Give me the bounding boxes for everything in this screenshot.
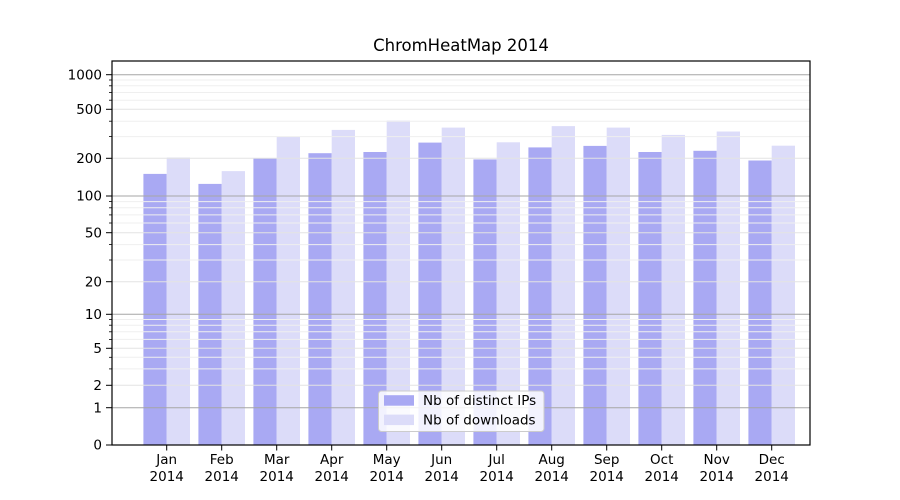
bar-ips-may xyxy=(363,152,387,445)
bar-ips-dec xyxy=(748,160,772,445)
x-tick-label-year-mar: 2014 xyxy=(260,469,294,485)
chart-title: ChromHeatMap 2014 xyxy=(373,36,549,55)
y-tick-label-200: 200 xyxy=(76,151,102,167)
legend-swatch-downloads xyxy=(384,414,414,426)
legend-label-ips: Nb of distinct IPs xyxy=(423,393,536,409)
x-tick-label-month-dec: Dec xyxy=(759,452,785,468)
y-tick-label-10: 10 xyxy=(85,307,102,323)
y-tick-label-0: 0 xyxy=(93,438,102,454)
y-tick-label-20: 20 xyxy=(85,274,102,290)
bar-downloads-jan xyxy=(166,157,190,445)
bar-downloads-dec xyxy=(771,145,795,445)
bar-ips-apr xyxy=(308,153,332,445)
x-tick-label-year-apr: 2014 xyxy=(315,469,349,485)
bar-ips-nov xyxy=(693,150,717,446)
bar-downloads-nov xyxy=(716,131,740,445)
bar-downloads-oct xyxy=(661,134,685,445)
y-tick-label-1000: 1000 xyxy=(68,67,102,83)
y-tick-label-100: 100 xyxy=(76,189,102,205)
legend-box xyxy=(378,390,545,432)
x-tick-label-month-sep: Sep xyxy=(594,452,619,468)
bar-ips-sep xyxy=(583,145,607,445)
x-tick-label-month-jun: Jun xyxy=(430,452,452,468)
x-tick-label-month-nov: Nov xyxy=(704,452,730,468)
x-tick-label-month-feb: Feb xyxy=(210,452,234,468)
y-tick-label-5: 5 xyxy=(93,341,102,357)
plot-frame xyxy=(111,60,811,446)
x-tick-label-year-oct: 2014 xyxy=(645,469,679,485)
bar-ips-mar xyxy=(253,158,277,446)
legend-swatch-ips xyxy=(384,395,414,406)
bar-downloads-sep xyxy=(606,127,630,445)
x-tick-label-month-aug: Aug xyxy=(539,452,565,468)
y-tick-label-2: 2 xyxy=(93,378,102,394)
x-tick-label-year-may: 2014 xyxy=(370,469,404,485)
bar-downloads-feb xyxy=(221,171,245,445)
x-tick-label-year-jan: 2014 xyxy=(150,469,184,485)
bar-downloads-apr xyxy=(331,129,355,445)
x-tick-label-month-jan: Jan xyxy=(155,452,177,468)
y-tick-label-50: 50 xyxy=(85,225,102,241)
x-tick-label-month-apr: Apr xyxy=(320,452,344,468)
x-tick-label-month-mar: Mar xyxy=(264,452,290,468)
x-tick-label-year-aug: 2014 xyxy=(535,469,569,485)
x-tick-label-year-nov: 2014 xyxy=(700,469,734,485)
bar-downloads-mar xyxy=(276,136,300,445)
bar-ips-jan xyxy=(143,173,167,445)
x-tick-label-month-may: May xyxy=(373,452,401,468)
legend: Nb of distinct IPs Nb of downloads xyxy=(378,390,545,432)
legend-label-downloads: Nb of downloads xyxy=(423,413,536,429)
x-tick-label-year-sep: 2014 xyxy=(590,469,624,485)
x-tick-label-year-jun: 2014 xyxy=(425,469,459,485)
x-tick-label-year-dec: 2014 xyxy=(755,469,789,485)
y-tick-label-500: 500 xyxy=(76,102,102,118)
x-tick-label-month-jul: Jul xyxy=(488,452,505,468)
x-tick-label-month-oct: Oct xyxy=(650,452,673,468)
x-tick-label-year-feb: 2014 xyxy=(205,469,239,485)
y-tick-label-1: 1 xyxy=(93,400,102,416)
bar-downloads-jun xyxy=(441,127,465,445)
bar-ips-aug xyxy=(528,147,552,445)
bar-ips-jul xyxy=(473,159,497,445)
bar-downloads-aug xyxy=(551,126,575,445)
x-tick-label-year-jul: 2014 xyxy=(480,469,514,485)
bar-ips-oct xyxy=(638,152,662,445)
